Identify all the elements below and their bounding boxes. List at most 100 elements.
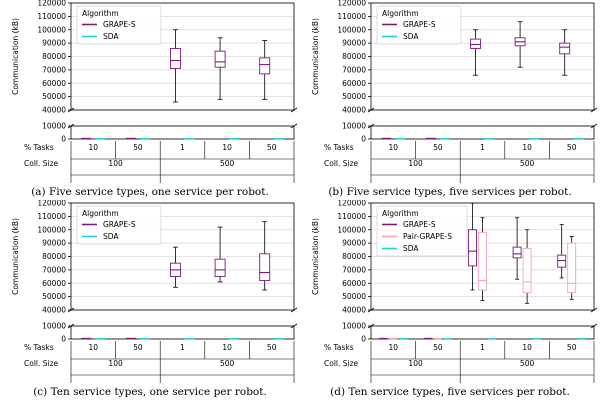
break-mark-lower-1 (590, 123, 598, 129)
tasks-label-1: 50 (133, 143, 143, 152)
legend-label-0: GRAPE-S (103, 220, 136, 229)
coll-label-1: 500 (520, 359, 535, 368)
upper-ytick-label-0: 40000 (342, 306, 366, 315)
coll-label-0: 100 (108, 159, 123, 168)
upper-ytick-label-6: 100000 (37, 225, 66, 234)
legend-title: Algorithm (382, 9, 419, 18)
upper-ytick-label-2: 60000 (342, 79, 366, 88)
box-grape-s-3 (512, 246, 522, 259)
lower-axes-frame (70, 125, 295, 140)
panel-c: 40000 50000 60000 70000 80000 90000 100000 1100… (0, 200, 300, 400)
upper-ytick-label-1: 50000 (42, 92, 66, 101)
coll-label-1: 500 (220, 159, 235, 168)
coll-label-1: 500 (520, 159, 535, 168)
y-axis-label: Communication (kB) (11, 218, 20, 295)
caption-a: (a) Five service types, one service per … (31, 186, 269, 198)
upper-ytick-label-2: 60000 (342, 279, 366, 288)
upper-ytick-label-2: 60000 (42, 79, 66, 88)
tasks-label-2: 1 (180, 343, 185, 352)
legend-box (376, 5, 462, 45)
tasks-label-2: 1 (480, 343, 485, 352)
upper-ytick-label-5: 90000 (342, 239, 366, 248)
lower-ytick-label-1: 10000 (42, 122, 66, 131)
y-axis-label: Communication (kB) (11, 18, 20, 95)
break-mark-lower-1 (290, 323, 298, 329)
panel-a: 40000 50000 60000 70000 80000 90000 100000 1100… (0, 0, 300, 200)
chart-c: 4000050000600007000080000900001000001100… (11, 200, 298, 398)
caption-b: (b) Five service types, five services pe… (328, 186, 571, 198)
upper-ytick-label-3: 70000 (42, 265, 66, 274)
tasks-label-0: 10 (89, 343, 99, 352)
upper-ytick-label-3: 70000 (342, 65, 366, 74)
box-grape-s-3 (214, 50, 226, 68)
box-pair-grape-s-3 (522, 248, 532, 294)
box-grape-s-4 (557, 254, 567, 268)
tasks-label-1: 50 (433, 143, 443, 152)
tasks-label-2: 1 (180, 143, 185, 152)
upper-ytick-label-7: 110000 (337, 12, 366, 21)
upper-ytick-label-0: 40000 (342, 106, 366, 115)
legend-label-1: SDA (103, 232, 119, 241)
row-label-tasks: % Tasks (324, 143, 354, 152)
caption-d: (d) Ten service types, five services per… (330, 386, 570, 398)
chart-a: 4000050000600007000080000900001000001100… (11, 0, 298, 198)
panel-b: 40000 50000 60000 70000 80000 90000 100000 1100… (300, 0, 600, 200)
y-axis-label: Communication (kB) (311, 18, 320, 95)
upper-ytick-label-8: 120000 (337, 200, 366, 208)
legend-label-1: SDA (103, 32, 119, 41)
legend-label-0: GRAPE-S (403, 20, 436, 29)
coll-label-0: 100 (408, 359, 423, 368)
upper-ytick-label-4: 80000 (342, 52, 366, 61)
box-grape-s-3 (214, 258, 226, 278)
break-mark-upper-1 (590, 107, 598, 113)
lower-ytick-label-0: 0 (361, 135, 366, 144)
upper-ytick-label-3: 70000 (342, 265, 366, 274)
upper-ytick-label-7: 110000 (37, 212, 66, 221)
upper-ytick-label-8: 120000 (337, 0, 366, 8)
lower-axes-frame (370, 125, 595, 140)
box-grape-s-4 (259, 57, 271, 75)
upper-ytick-label-7: 110000 (337, 212, 366, 221)
caption-c: (c) Ten service types, one service per r… (33, 386, 267, 398)
row-label-coll: Coll. Size (24, 359, 59, 368)
break-mark-lower-1 (290, 123, 298, 129)
upper-ytick-label-4: 80000 (42, 52, 66, 61)
row-label-coll: Coll. Size (324, 359, 359, 368)
upper-ytick-label-4: 80000 (42, 252, 66, 261)
chart-d: 4000050000600007000080000900001000001100… (311, 200, 598, 398)
lower-ytick-label-1: 10000 (342, 322, 366, 331)
break-mark-lower-1 (590, 323, 598, 329)
tasks-label-0: 10 (89, 143, 99, 152)
box-grape-s-2 (468, 229, 477, 267)
break-mark-upper-1 (590, 307, 598, 313)
legend-label-2: SDA (403, 244, 419, 253)
lower-ytick-label-0: 0 (61, 335, 66, 344)
box-grape-s-4 (559, 42, 571, 55)
legend-label-0: GRAPE-S (103, 20, 136, 29)
upper-ytick-label-7: 110000 (37, 12, 66, 21)
upper-ytick-label-6: 100000 (337, 25, 366, 34)
box-pair-grape-s-2 (478, 231, 487, 291)
upper-ytick-label-5: 90000 (42, 239, 66, 248)
upper-ytick-label-4: 80000 (342, 252, 366, 261)
row-label-tasks: % Tasks (324, 343, 354, 352)
legend-label-1: Pair-GRAPE-S (403, 232, 452, 241)
legend-label-0: GRAPE-S (403, 220, 436, 229)
legend-box (76, 5, 162, 45)
row-label-tasks: % Tasks (24, 343, 54, 352)
tasks-label-3: 10 (222, 343, 232, 352)
box-grape-s-2 (170, 48, 181, 69)
coll-label-1: 500 (220, 359, 235, 368)
chart-b: 4000050000600007000080000900001000001100… (311, 0, 598, 198)
lower-ytick-label-0: 0 (361, 335, 366, 344)
box-grape-s-4 (259, 253, 271, 282)
tasks-label-0: 10 (389, 343, 399, 352)
upper-ytick-label-2: 60000 (42, 279, 66, 288)
upper-ytick-label-1: 50000 (342, 92, 366, 101)
upper-ytick-label-6: 100000 (337, 225, 366, 234)
tasks-label-3: 10 (522, 343, 532, 352)
legend-label-1: SDA (403, 32, 419, 41)
legend-box (76, 205, 162, 245)
coll-label-0: 100 (108, 359, 123, 368)
upper-ytick-label-5: 90000 (42, 39, 66, 48)
